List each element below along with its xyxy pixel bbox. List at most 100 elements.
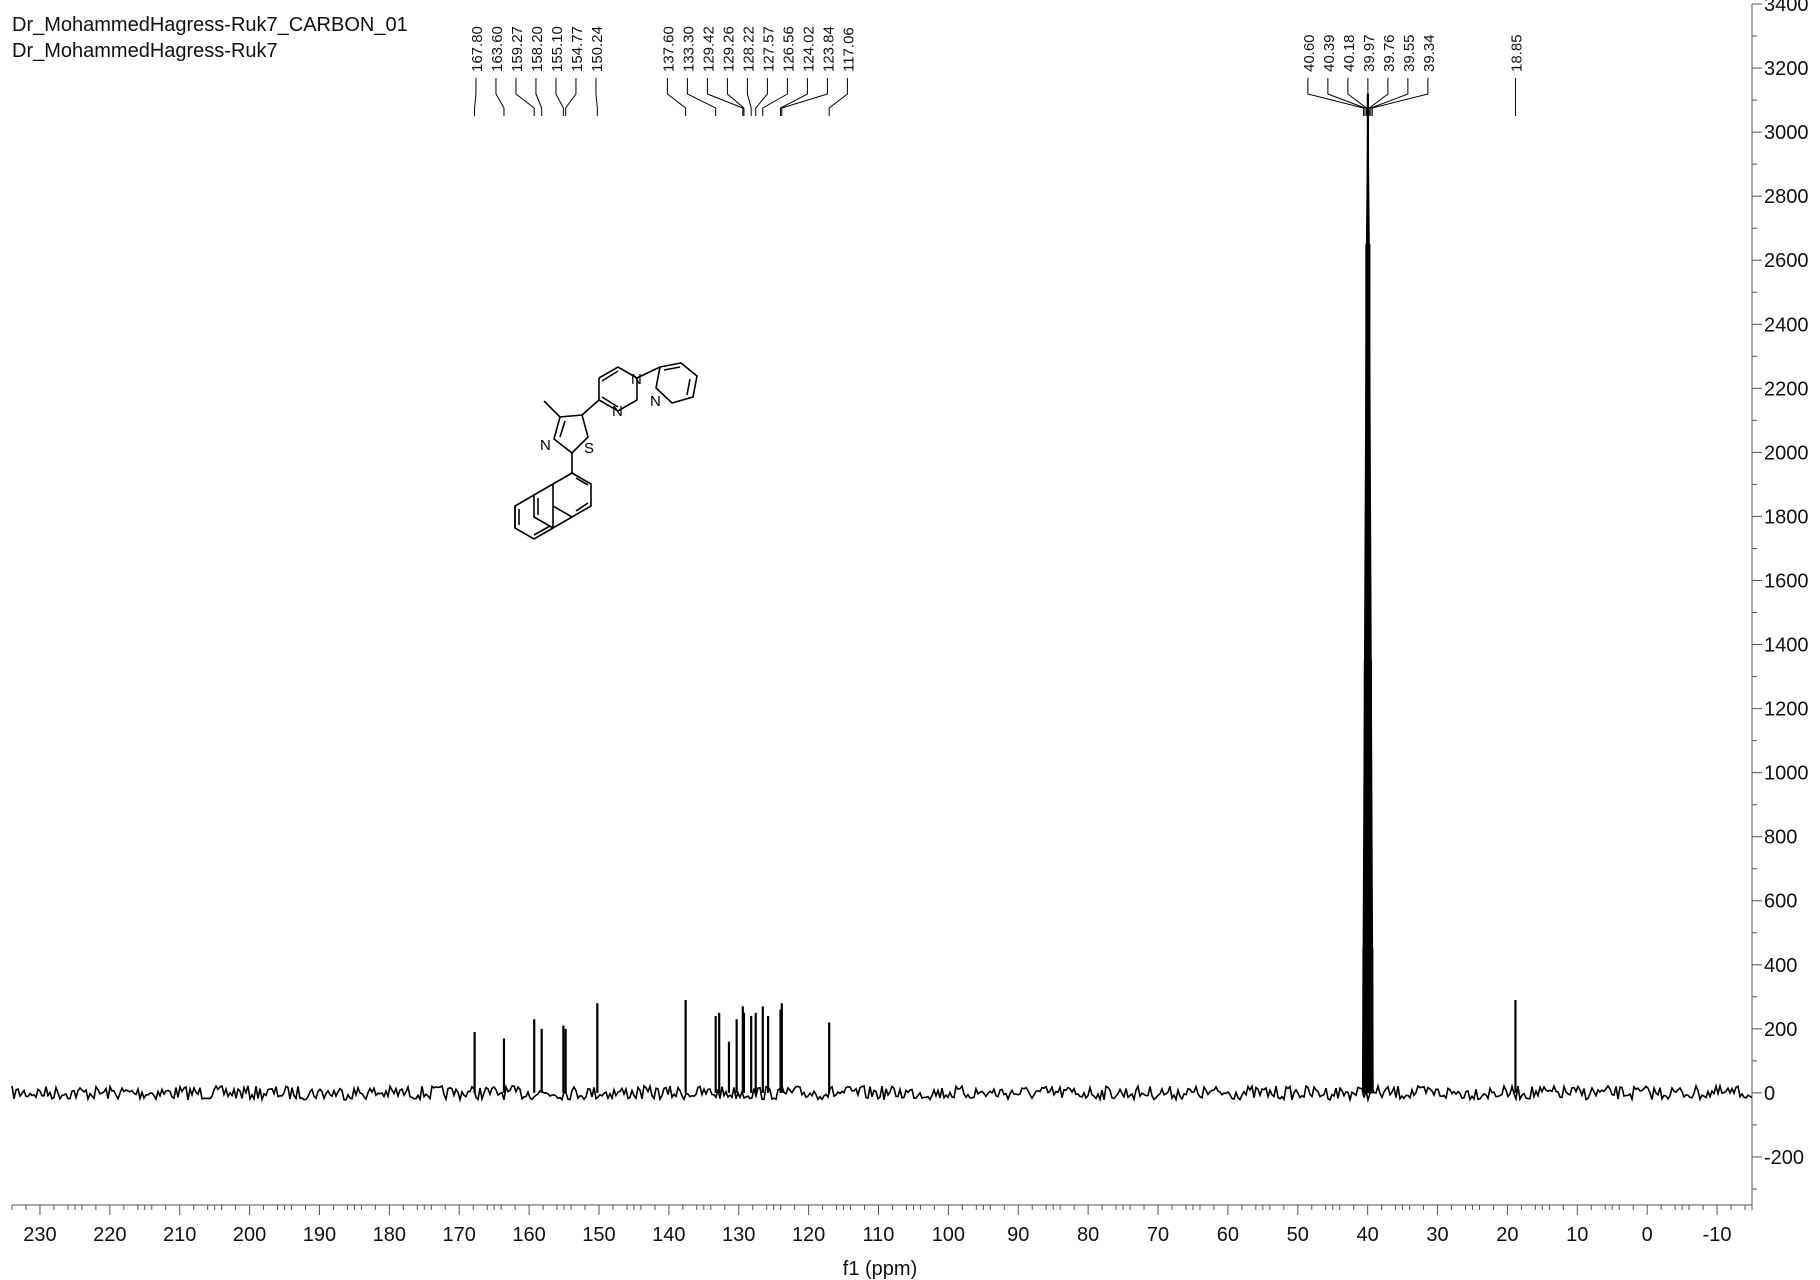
x-tick-label: 190 — [303, 1224, 336, 1246]
y-tick-label: 0 — [1764, 1083, 1775, 1105]
y-tick-label: 800 — [1764, 827, 1797, 849]
peak-label: 39.76 — [1381, 34, 1398, 72]
peak-label-connector — [515, 78, 535, 116]
peak-label: 150.24 — [589, 26, 606, 72]
peak-label: 129.26 — [720, 26, 737, 72]
y-tick-label: 1600 — [1764, 570, 1809, 592]
peak-label-connector — [1347, 78, 1367, 116]
peak-label-connector — [762, 78, 788, 116]
y-tick-label: 3400 — [1764, 0, 1809, 16]
peak-label: 167.80 — [469, 26, 486, 72]
y-tick-label: 1400 — [1764, 635, 1809, 657]
peak-label-connector — [1370, 78, 1409, 116]
x-tick-label: 110 — [863, 1224, 895, 1246]
x-tick-label: 160 — [512, 1224, 545, 1246]
x-tick-label: 70 — [1147, 1224, 1169, 1246]
peak-label: 40.39 — [1321, 34, 1338, 72]
x-tick-label: 200 — [233, 1224, 266, 1246]
y-tick-label: 2000 — [1764, 442, 1809, 464]
atom-label: S — [584, 440, 594, 457]
peak-label: 154.77 — [569, 26, 586, 72]
y-tick-label: 3200 — [1764, 58, 1809, 80]
x-axis-title: f1 (ppm) — [843, 1258, 917, 1280]
x-tick-label: 20 — [1496, 1224, 1518, 1246]
atom-label: N — [650, 393, 661, 410]
plot-frame — [12, 4, 1753, 1206]
peak-label-connector — [1368, 78, 1389, 116]
x-tick-label: 30 — [1426, 1224, 1448, 1246]
peak-label: 127.57 — [760, 26, 777, 72]
x-tick-label: 50 — [1287, 1224, 1309, 1246]
peak-label: 39.34 — [1421, 34, 1438, 72]
y-tick-label: -200 — [1764, 1147, 1804, 1169]
peak-label: 126.56 — [780, 26, 797, 72]
peak-label-connector — [755, 78, 768, 116]
x-tick-label: 130 — [722, 1224, 755, 1246]
molecule-structure: N N N N S — [514, 362, 698, 540]
peak-label-connector — [555, 78, 564, 116]
x-tick-label: 140 — [652, 1224, 685, 1246]
y-tick-label: 2600 — [1764, 250, 1809, 272]
peak-label-connector — [565, 78, 577, 116]
y-tick-label: 400 — [1764, 955, 1797, 977]
peak-label: 39.97 — [1361, 34, 1378, 72]
peak-label: 137.60 — [660, 26, 677, 72]
x-tick-label: 120 — [792, 1224, 825, 1246]
peak-labels: 167.80 163.60 159.27 158.20 155.10 154.77 150.… — [469, 26, 1525, 116]
peak-label: 128.22 — [740, 26, 757, 72]
peak-label: 158.20 — [529, 26, 546, 72]
x-tick-label: 230 — [23, 1224, 56, 1246]
peak-label: 124.02 — [800, 26, 817, 72]
peak-label-connector — [726, 78, 745, 116]
x-tick-label: 10 — [1566, 1224, 1588, 1246]
x-tick-label: 220 — [93, 1224, 126, 1246]
x-tick-label: 150 — [582, 1224, 615, 1246]
x-axis: 230 220 210 200 190 180 170 160 150 140 130 120 110 1… — [11, 1205, 1753, 1246]
y-tick-label: 1800 — [1764, 506, 1809, 528]
x-tick-label: 180 — [373, 1224, 406, 1246]
peak-label-connector — [1371, 78, 1429, 116]
peak-label-connector — [474, 78, 477, 116]
peak-label: 39.55 — [1401, 34, 1418, 72]
x-tick-label: 90 — [1007, 1224, 1029, 1246]
structure-atoms: N N N N S — [540, 371, 661, 457]
solvent-peak-fill — [1361, 93, 1374, 1094]
x-tick-label: 40 — [1357, 1224, 1379, 1246]
y-tick-label: 3000 — [1764, 122, 1809, 144]
y-tick-label: 1200 — [1764, 699, 1809, 721]
y-tick-label: 2400 — [1764, 314, 1809, 336]
y-tick-label: 200 — [1764, 1019, 1797, 1041]
sample-name: Dr_MohammedHagress-Ruk7 — [12, 40, 278, 62]
atom-label: N — [631, 371, 642, 388]
peak-label-connector — [666, 78, 687, 116]
peak-label: 159.27 — [509, 26, 526, 72]
y-axis: -200 0 200 400 600 800 1000 1200 1400 1600 1800 200… — [1752, 0, 1809, 1190]
baseline-noise — [11, 1082, 1753, 1103]
x-tick-label: 60 — [1217, 1224, 1239, 1246]
x-tick-label: 0 — [1642, 1224, 1653, 1246]
peak-label: 163.60 — [489, 26, 506, 72]
experiment-name: Dr_MohammedHagress-Ruk7_CARBON_01 — [12, 14, 408, 36]
peak-label-connector — [1327, 78, 1366, 116]
peaks — [473, 93, 1517, 1094]
x-tick-label: 80 — [1077, 1224, 1099, 1246]
peak-label: 133.30 — [680, 26, 697, 72]
peak-label-connector — [780, 78, 808, 116]
peak-label-connector — [495, 78, 505, 116]
x-tick-label: -10 — [1703, 1224, 1732, 1246]
x-tick-label: 210 — [163, 1224, 196, 1246]
peak-label-connector — [746, 78, 752, 116]
peak-label-connector — [595, 78, 598, 116]
peak-label-connector — [1307, 78, 1364, 116]
atom-label: N — [540, 437, 551, 454]
peak-label: 117.06 — [840, 27, 857, 72]
y-tick-label: 1000 — [1764, 763, 1809, 785]
peak-label: 129.42 — [700, 26, 717, 72]
peak-label: 123.84 — [820, 26, 837, 72]
y-tick-label: 2800 — [1764, 186, 1809, 208]
x-tick-label: 100 — [932, 1224, 965, 1246]
x-tick-label: 170 — [443, 1224, 476, 1246]
peak-label-connector — [706, 78, 744, 116]
y-tick-label: 2200 — [1764, 378, 1809, 400]
